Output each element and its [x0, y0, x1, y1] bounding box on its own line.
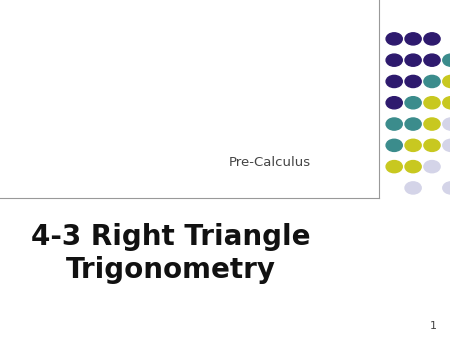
Circle shape — [405, 75, 421, 88]
Circle shape — [405, 54, 421, 66]
Circle shape — [386, 161, 402, 173]
Circle shape — [424, 33, 440, 45]
Circle shape — [424, 97, 440, 109]
Circle shape — [386, 54, 402, 66]
Circle shape — [443, 75, 450, 88]
Text: 4-3 Right Triangle
Trigonometry: 4-3 Right Triangle Trigonometry — [31, 223, 311, 284]
Circle shape — [386, 33, 402, 45]
Circle shape — [405, 161, 421, 173]
Circle shape — [386, 118, 402, 130]
Circle shape — [443, 97, 450, 109]
Circle shape — [424, 161, 440, 173]
Circle shape — [424, 54, 440, 66]
Circle shape — [443, 182, 450, 194]
Circle shape — [424, 118, 440, 130]
Text: Pre-Calculus: Pre-Calculus — [229, 156, 311, 169]
Circle shape — [424, 139, 440, 151]
Circle shape — [405, 33, 421, 45]
Circle shape — [424, 75, 440, 88]
Circle shape — [405, 139, 421, 151]
Circle shape — [443, 139, 450, 151]
Circle shape — [405, 97, 421, 109]
Circle shape — [405, 182, 421, 194]
Circle shape — [443, 54, 450, 66]
Text: 1: 1 — [429, 321, 436, 331]
Circle shape — [386, 75, 402, 88]
Circle shape — [443, 118, 450, 130]
Circle shape — [386, 139, 402, 151]
Circle shape — [386, 97, 402, 109]
Circle shape — [405, 118, 421, 130]
